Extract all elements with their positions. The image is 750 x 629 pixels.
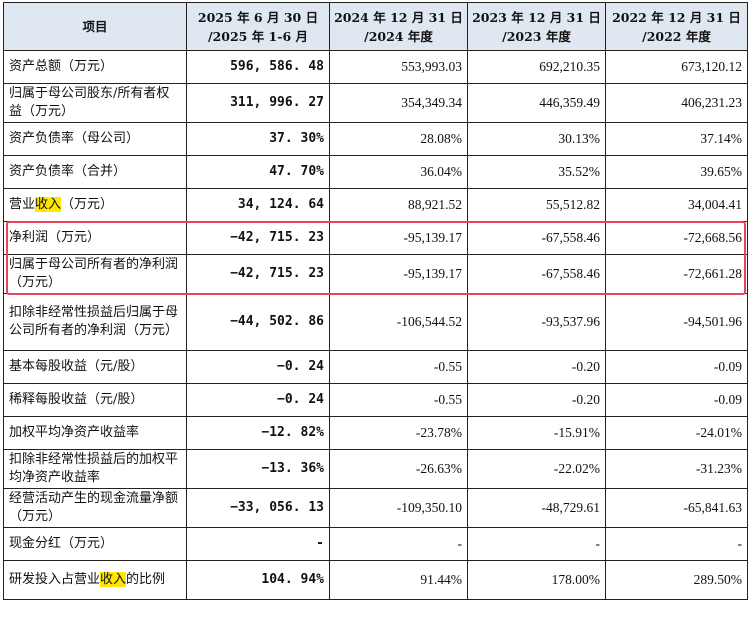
cell-value: −42, 715. 23	[186, 254, 330, 294]
header-2025: 2025 年 6 月 30 日/2025 年 1-6 月	[186, 2, 330, 51]
cell-value: 37. 30%	[186, 122, 330, 156]
header-row: 项目 2025 年 6 月 30 日/2025 年 1-6 月 2024 年 1…	[3, 2, 748, 51]
cell-value: -109,350.10	[329, 488, 468, 528]
cell-value: 39.65%	[605, 155, 748, 189]
cell-value: 88,921.52	[329, 188, 468, 222]
row-label: 基本每股收益（元/股）	[3, 350, 187, 384]
highlighted-term: 收入	[100, 572, 127, 587]
table-row: 现金分红（万元） - - - -	[3, 527, 748, 561]
row-label: 资产负债率（母公司）	[3, 122, 187, 156]
cell-value: -	[186, 527, 330, 561]
cell-value: -95,139.17	[329, 221, 468, 255]
cell-value: -95,139.17	[329, 254, 468, 294]
cell-value: -24.01%	[605, 416, 748, 450]
row-label: 经营活动产生的现金流量净额（万元）	[3, 488, 187, 528]
table-row: 基本每股收益（元/股） −0. 24 -0.55 -0.20 -0.09	[3, 350, 748, 384]
table-row: 资产负债率（母公司） 37. 30% 28.08% 30.13% 37.14%	[3, 122, 748, 156]
row-label: 加权平均净资产收益率	[3, 416, 187, 450]
cell-value: -15.91%	[467, 416, 606, 450]
row-label: 归属于母公司股东/所有者权益（万元）	[3, 83, 187, 123]
cell-value: −13. 36%	[186, 449, 330, 489]
cell-value: 91.44%	[329, 560, 468, 600]
cell-value: −44, 502. 86	[186, 293, 330, 351]
cell-value: -	[467, 527, 606, 561]
cell-value: 28.08%	[329, 122, 468, 156]
cell-value: 692,210.35	[467, 50, 606, 84]
row-label: 现金分红（万元）	[3, 527, 187, 561]
cell-value: 596, 586. 48	[186, 50, 330, 84]
table-row: 研发投入占营业收入的比例 104. 94% 91.44% 178.00% 289…	[3, 560, 748, 600]
cell-value: -0.09	[605, 350, 748, 384]
cell-value: -31.23%	[605, 449, 748, 489]
table-row: 加权平均净资产收益率 −12. 82% -23.78% -15.91% -24.…	[3, 416, 748, 450]
cell-value: −0. 24	[186, 350, 330, 384]
table-row: 归属于母公司股东/所有者权益（万元） 311, 996. 27 354,349.…	[3, 83, 748, 123]
table-row: 营业收入（万元） 34, 124. 64 88,921.52 55,512.82…	[3, 188, 748, 222]
table-row: 资产负债率（合并） 47. 70% 36.04% 35.52% 39.65%	[3, 155, 748, 189]
cell-value: -0.20	[467, 350, 606, 384]
cell-value: -65,841.63	[605, 488, 748, 528]
cell-value: -0.20	[467, 383, 606, 417]
cell-value: -23.78%	[329, 416, 468, 450]
cell-value: 104. 94%	[186, 560, 330, 600]
row-label: 研发投入占营业收入的比例	[3, 560, 187, 600]
cell-value: 36.04%	[329, 155, 468, 189]
header-2023: 2023 年 12 月 31 日/2023 年度	[467, 2, 606, 51]
header-2022: 2022 年 12 月 31 日/2022 年度	[605, 2, 748, 51]
row-label: 资产负债率（合并）	[3, 155, 187, 189]
cell-value: -106,544.52	[329, 293, 468, 351]
cell-value: 311, 996. 27	[186, 83, 330, 123]
cell-value: -93,537.96	[467, 293, 606, 351]
cell-value: −42, 715. 23	[186, 221, 330, 255]
cell-value: -	[329, 527, 468, 561]
row-label: 净利润（万元）	[3, 221, 187, 255]
table-row: 经营活动产生的现金流量净额（万元） −33, 056. 13 -109,350.…	[3, 488, 748, 528]
table-row: 净利润（万元） −42, 715. 23 -95,139.17 -67,558.…	[3, 221, 748, 255]
cell-value: −12. 82%	[186, 416, 330, 450]
row-label: 归属于母公司所有者的净利润（万元）	[3, 254, 187, 294]
row-label: 扣除非经常性损益后的加权平均净资产收益率	[3, 449, 187, 489]
cell-value: 446,359.49	[467, 83, 606, 123]
cell-value: 673,120.12	[605, 50, 748, 84]
financial-table: 项目 2025 年 6 月 30 日/2025 年 1-6 月 2024 年 1…	[3, 2, 748, 600]
cell-value: 406,231.23	[605, 83, 748, 123]
highlighted-term: 收入	[35, 197, 62, 212]
cell-value: 34,004.41	[605, 188, 748, 222]
cell-value: -0.09	[605, 383, 748, 417]
cell-value: 37.14%	[605, 122, 748, 156]
cell-value: −0. 24	[186, 383, 330, 417]
cell-value: -94,501.96	[605, 293, 748, 351]
cell-value: -26.63%	[329, 449, 468, 489]
cell-value: 553,993.03	[329, 50, 468, 84]
cell-value: 55,512.82	[467, 188, 606, 222]
cell-value: 34, 124. 64	[186, 188, 330, 222]
cell-value: 354,349.34	[329, 83, 468, 123]
header-item: 项目	[3, 2, 187, 51]
row-label: 资产总额（万元）	[3, 50, 187, 84]
table-row: 稀释每股收益（元/股） −0. 24 -0.55 -0.20 -0.09	[3, 383, 748, 417]
row-label: 稀释每股收益（元/股）	[3, 383, 187, 417]
cell-value: 47. 70%	[186, 155, 330, 189]
cell-value: -48,729.61	[467, 488, 606, 528]
table-row: 资产总额（万元） 596, 586. 48 553,993.03 692,210…	[3, 50, 748, 84]
cell-value: -72,668.56	[605, 221, 748, 255]
row-label: 营业收入（万元）	[3, 188, 187, 222]
header-2024: 2024 年 12 月 31 日/2024 年度	[329, 2, 468, 51]
cell-value: -0.55	[329, 383, 468, 417]
cell-value: -22.02%	[467, 449, 606, 489]
cell-value: 178.00%	[467, 560, 606, 600]
cell-value: -67,558.46	[467, 254, 606, 294]
cell-value: -	[605, 527, 748, 561]
cell-value: -67,558.46	[467, 221, 606, 255]
table-row: 扣除非经常性损益后的加权平均净资产收益率 −13. 36% -26.63% -2…	[3, 449, 748, 489]
cell-value: 289.50%	[605, 560, 748, 600]
row-label: 扣除非经常性损益后归属于母公司所有者的净利润（万元）	[3, 293, 187, 351]
table-row: 扣除非经常性损益后归属于母公司所有者的净利润（万元） −44, 502. 86 …	[3, 293, 748, 351]
cell-value: 30.13%	[467, 122, 606, 156]
cell-value: −33, 056. 13	[186, 488, 330, 528]
cell-value: 35.52%	[467, 155, 606, 189]
cell-value: -0.55	[329, 350, 468, 384]
table-row: 归属于母公司所有者的净利润（万元） −42, 715. 23 -95,139.1…	[3, 254, 748, 294]
cell-value: -72,661.28	[605, 254, 748, 294]
